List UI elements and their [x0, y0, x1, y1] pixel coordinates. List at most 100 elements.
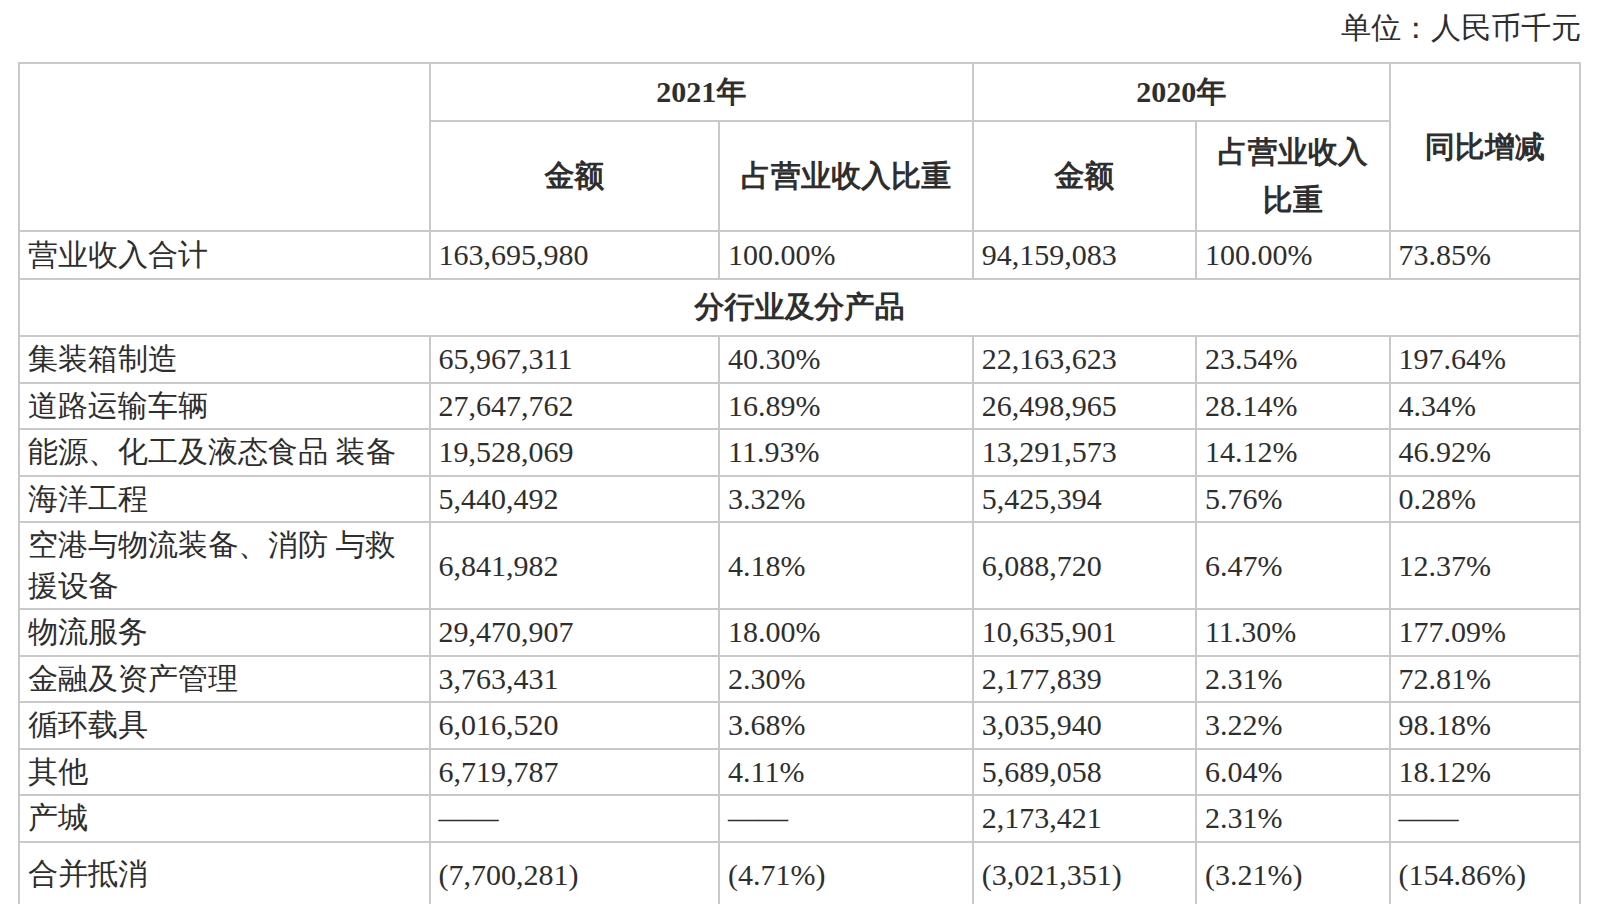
section-title: 分行业及分产品: [19, 279, 1580, 336]
value-cell: 6,088,720: [973, 522, 1196, 609]
value-cell: 19,528,069: [430, 429, 720, 476]
value-cell: 26,498,965: [973, 383, 1196, 430]
value-cell: 3,035,940: [973, 702, 1196, 749]
value-cell: 3,763,431: [430, 656, 720, 703]
value-cell: 100.00%: [1196, 231, 1390, 279]
value-cell: ——: [719, 795, 973, 842]
value-cell: 11.93%: [719, 429, 973, 476]
col-header-amount-2021: 金额: [430, 121, 720, 231]
value-cell: ——: [430, 795, 720, 842]
row-label: 物流服务: [19, 609, 430, 656]
row-label: 空港与物流装备、消防 与救援设备: [19, 522, 430, 609]
value-cell: 27,647,762: [430, 383, 720, 430]
table-row: 道路运输车辆27,647,76216.89%26,498,96528.14%4.…: [19, 383, 1580, 430]
table-row: 营业收入合计163,695,980100.00%94,159,083100.00…: [19, 231, 1580, 279]
value-cell: 10,635,901: [973, 609, 1196, 656]
row-label: 集装箱制造: [19, 336, 430, 383]
value-cell: 2,177,839: [973, 656, 1196, 703]
value-cell: 4.34%: [1390, 383, 1580, 430]
value-cell: ——: [1390, 795, 1580, 842]
col-header-2020: 2020年: [973, 63, 1390, 121]
table-row: 合并抵消(7,700,281)(4.71%)(3,021,351)(3.21%)…: [19, 842, 1580, 904]
col-header-ratio-2021: 占营业收入比重: [719, 121, 973, 231]
table-row: 循环载具6,016,5203.68%3,035,9403.22%98.18%: [19, 702, 1580, 749]
value-cell: (4.71%): [719, 842, 973, 904]
value-cell: 3.68%: [719, 702, 973, 749]
value-cell: 0.28%: [1390, 476, 1580, 523]
value-cell: 2.30%: [719, 656, 973, 703]
value-cell: 46.92%: [1390, 429, 1580, 476]
value-cell: 4.11%: [719, 749, 973, 796]
value-cell: (7,700,281): [430, 842, 720, 904]
table-row: 其他6,719,7874.11%5,689,0586.04%18.12%: [19, 749, 1580, 796]
value-cell: 65,967,311: [430, 336, 720, 383]
col-header-ratio-2020: 占营业收入 比重: [1196, 121, 1390, 231]
value-cell: 6.47%: [1196, 522, 1390, 609]
value-cell: 3.32%: [719, 476, 973, 523]
unit-label: 单位：人民币千元: [1341, 8, 1581, 47]
row-label: 海洋工程: [19, 476, 430, 523]
table-row: 能源、化工及液态食品 装备19,528,06911.93%13,291,5731…: [19, 429, 1580, 476]
table-row: 空港与物流装备、消防 与救援设备6,841,9824.18%6,088,7206…: [19, 522, 1580, 609]
row-label: 循环载具: [19, 702, 430, 749]
segment-revenue-table: 2021年 2020年 同比增减 金额 占营业收入比重 金额 占营业收入 比重 …: [18, 62, 1581, 904]
value-cell: 16.89%: [719, 383, 973, 430]
value-cell: 23.54%: [1196, 336, 1390, 383]
value-cell: 163,695,980: [430, 231, 720, 279]
value-cell: 28.14%: [1196, 383, 1390, 430]
value-cell: 197.64%: [1390, 336, 1580, 383]
table-header: 2021年 2020年 同比增减 金额 占营业收入比重 金额 占营业收入 比重: [19, 63, 1580, 231]
value-cell: 4.18%: [719, 522, 973, 609]
row-label: 道路运输车辆: [19, 383, 430, 430]
value-cell: 40.30%: [719, 336, 973, 383]
table-row: 物流服务29,470,90718.00%10,635,90111.30%177.…: [19, 609, 1580, 656]
value-cell: 14.12%: [1196, 429, 1390, 476]
row-label: 能源、化工及液态食品 装备: [19, 429, 430, 476]
table-row: 海洋工程5,440,4923.32%5,425,3945.76%0.28%: [19, 476, 1580, 523]
section-row: 分行业及分产品: [19, 279, 1580, 336]
row-label: 其他: [19, 749, 430, 796]
value-cell: 5,425,394: [973, 476, 1196, 523]
col-header-yoy: 同比增减: [1390, 63, 1580, 231]
value-cell: 5,689,058: [973, 749, 1196, 796]
col-header-amount-2020: 金额: [973, 121, 1196, 231]
value-cell: 2,173,421: [973, 795, 1196, 842]
value-cell: 6,841,982: [430, 522, 720, 609]
value-cell: 3.22%: [1196, 702, 1390, 749]
value-cell: 2.31%: [1196, 656, 1390, 703]
report-page: 单位：人民币千元 2021年 2020年 同比增减 金额 占营业收入比重 金额 …: [0, 0, 1612, 904]
value-cell: 6,016,520: [430, 702, 720, 749]
row-label: 营业收入合计: [19, 231, 430, 279]
value-cell: 177.09%: [1390, 609, 1580, 656]
col-header-2021: 2021年: [430, 63, 973, 121]
value-cell: (3.21%): [1196, 842, 1390, 904]
table-row: 金融及资产管理3,763,4312.30%2,177,8392.31%72.81…: [19, 656, 1580, 703]
value-cell: 72.81%: [1390, 656, 1580, 703]
row-label: 产城: [19, 795, 430, 842]
value-cell: 29,470,907: [430, 609, 720, 656]
row-label: 合并抵消: [19, 842, 430, 904]
value-cell: 5,440,492: [430, 476, 720, 523]
table-row: 集装箱制造65,967,31140.30%22,163,62323.54%197…: [19, 336, 1580, 383]
value-cell: 98.18%: [1390, 702, 1580, 749]
header-row-years: 2021年 2020年 同比增减: [19, 63, 1580, 121]
table-row: 产城————2,173,4212.31%——: [19, 795, 1580, 842]
value-cell: (154.86%): [1390, 842, 1580, 904]
table-body: 营业收入合计163,695,980100.00%94,159,083100.00…: [19, 231, 1580, 904]
value-cell: 73.85%: [1390, 231, 1580, 279]
value-cell: 94,159,083: [973, 231, 1196, 279]
value-cell: (3,021,351): [973, 842, 1196, 904]
value-cell: 11.30%: [1196, 609, 1390, 656]
value-cell: 6,719,787: [430, 749, 720, 796]
value-cell: 6.04%: [1196, 749, 1390, 796]
value-cell: 22,163,623: [973, 336, 1196, 383]
value-cell: 18.00%: [719, 609, 973, 656]
value-cell: 5.76%: [1196, 476, 1390, 523]
value-cell: 100.00%: [719, 231, 973, 279]
value-cell: 2.31%: [1196, 795, 1390, 842]
row-label: 金融及资产管理: [19, 656, 430, 703]
value-cell: 13,291,573: [973, 429, 1196, 476]
value-cell: 12.37%: [1390, 522, 1580, 609]
value-cell: 18.12%: [1390, 749, 1580, 796]
corner-blank-cell: [19, 63, 430, 231]
